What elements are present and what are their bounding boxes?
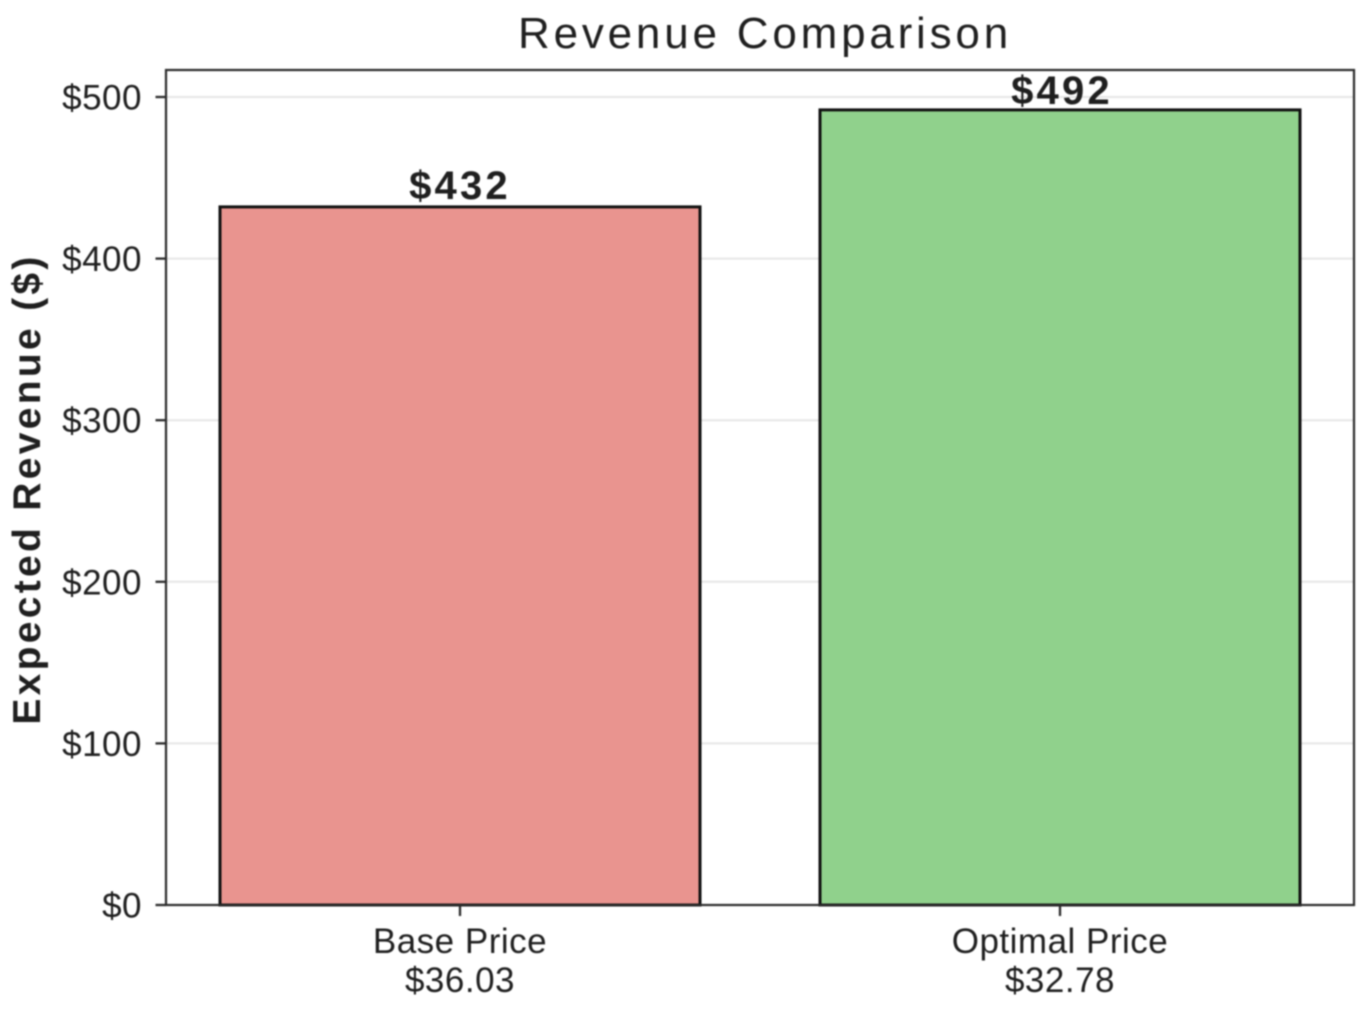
svg-text:Base Price: Base Price	[373, 922, 547, 961]
svg-text:$400: $400	[62, 240, 142, 279]
svg-text:$0: $0	[102, 887, 142, 926]
svg-text:Expected Revenue ($): Expected Revenue ($)	[6, 253, 49, 724]
svg-text:Revenue Comparison: Revenue Comparison	[518, 9, 1012, 58]
svg-text:$492: $492	[1011, 69, 1113, 113]
svg-text:$500: $500	[62, 79, 142, 118]
svg-text:Optimal Price: Optimal Price	[952, 922, 1169, 961]
svg-text:$100: $100	[62, 725, 142, 764]
svg-text:$32.78: $32.78	[1005, 961, 1115, 1000]
svg-text:$36.03: $36.03	[405, 961, 515, 1000]
svg-text:$300: $300	[62, 402, 142, 441]
svg-text:$432: $432	[409, 164, 511, 208]
svg-text:$200: $200	[62, 563, 142, 602]
